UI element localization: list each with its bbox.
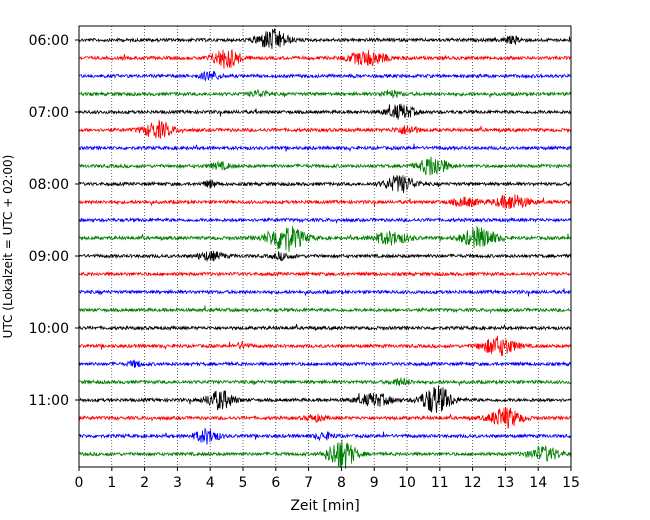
x-axis-title: Zeit [min] <box>290 498 359 514</box>
seismic-trace-0815 <box>79 194 572 209</box>
y-tick-label: 08:00 <box>29 177 69 193</box>
x-tick-label: 1 <box>107 475 116 491</box>
x-tick-label: 14 <box>529 475 547 491</box>
seismic-traces <box>78 28 572 469</box>
seismic-trace-0845 <box>78 225 572 252</box>
seismic-trace-1030 <box>78 359 572 369</box>
seismic-trace-0630 <box>78 70 572 82</box>
y-tick-label: 10:00 <box>29 321 69 337</box>
y-axis-title: UTC (Lokalzeit = UTC + 02:00) <box>1 155 15 339</box>
y-tick-label: 11:00 <box>29 393 69 409</box>
x-tick-label: 4 <box>206 475 215 491</box>
seismic-trace-0945 <box>78 305 572 314</box>
x-tick-label: 3 <box>173 475 182 491</box>
x-axis-ticks: 0 1 2 3 4 5 6 7 8 9 10 11 12 13 14 15 <box>75 467 580 491</box>
seismic-trace-1130 <box>78 428 572 445</box>
seismic-trace-1145 <box>78 439 572 469</box>
y-axis-ticks: 06:00 07:00 08:00 09:00 10:00 11:00 <box>29 33 79 409</box>
seismic-trace-0915 <box>78 270 572 277</box>
y-tick-label: 06:00 <box>29 33 69 49</box>
x-tick-label: 12 <box>464 475 482 491</box>
x-tick-label: 5 <box>239 475 248 491</box>
x-tick-label: 9 <box>370 475 379 491</box>
y-tick-label: 09:00 <box>29 249 69 265</box>
seismic-trace-0645 <box>79 88 572 99</box>
x-tick-label: 11 <box>431 475 449 491</box>
seismic-trace-0600 <box>78 28 572 49</box>
x-tick-label: 13 <box>496 475 514 491</box>
seismic-trace-0930 <box>79 288 572 297</box>
seismic-trace-1045 <box>78 377 572 387</box>
x-tick-label: 6 <box>271 475 280 491</box>
seismic-trace-0730 <box>78 143 572 153</box>
y-tick-label: 07:00 <box>29 105 69 121</box>
seismic-trace-0700 <box>78 103 572 120</box>
seismic-trace-0830 <box>78 216 572 224</box>
seismic-trace-1100 <box>78 385 572 413</box>
x-tick-label: 8 <box>337 475 346 491</box>
plot-frame <box>78 25 572 468</box>
seismic-trace-0745 <box>78 156 572 176</box>
x-tick-label: 2 <box>140 475 149 491</box>
seismic-trace-1015 <box>78 335 572 356</box>
seismic-trace-0800 <box>78 174 572 194</box>
x-tick-label: 10 <box>398 475 416 491</box>
x-tick-label: 7 <box>304 475 313 491</box>
x-tick-label: 0 <box>75 475 84 491</box>
seismic-trace-0715 <box>78 119 572 139</box>
x-tick-label: 15 <box>562 475 580 491</box>
seismic-trace-1115 <box>78 407 571 429</box>
seismic-trace-1000 <box>78 324 572 332</box>
seismic-trace-0615 <box>78 49 572 69</box>
seismic-trace-0900 <box>78 250 572 262</box>
